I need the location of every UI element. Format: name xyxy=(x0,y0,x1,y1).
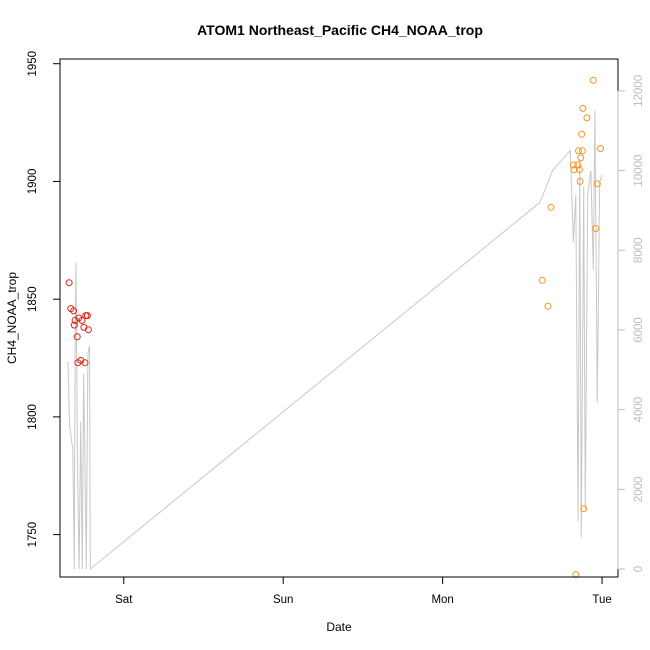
y2-tick-label: 6000 xyxy=(633,317,645,343)
x-tick-label: Sun xyxy=(273,594,293,606)
series-2-point xyxy=(580,505,588,513)
series-2-point xyxy=(597,145,604,152)
series-2-point xyxy=(577,154,585,162)
x-tick-label: Tue xyxy=(592,594,611,606)
series-2-point xyxy=(583,114,591,122)
y-tick-label: 1750 xyxy=(27,522,39,548)
series-2-point xyxy=(570,166,578,174)
altitude-line xyxy=(67,110,603,571)
y2-tick-label: 0 xyxy=(633,566,645,572)
x-axis-label: Date xyxy=(326,620,352,634)
series-1-point xyxy=(81,359,89,367)
series-1-point xyxy=(70,321,78,329)
series-2-point xyxy=(572,571,580,579)
series-1-point xyxy=(73,333,81,341)
y2-tick-label: 2000 xyxy=(633,477,645,503)
series-2-point xyxy=(547,203,555,211)
series-2-point xyxy=(578,147,586,155)
y-tick-label: 1950 xyxy=(27,51,39,77)
y2-tick-label: 8000 xyxy=(633,237,645,263)
y-axis-left: 1750 1800 1850 1900 1950 xyxy=(27,51,61,548)
x-tick-label: Sat xyxy=(115,594,133,606)
series-2-point xyxy=(575,166,583,174)
series-2-point xyxy=(579,104,587,112)
y2-tick-label: 12000 xyxy=(633,75,645,107)
y-tick-label: 1850 xyxy=(27,286,39,312)
series-2-point xyxy=(544,302,552,310)
plot-frame xyxy=(59,58,619,578)
series-2-point xyxy=(576,177,584,185)
y-tick-label: 1800 xyxy=(27,404,39,430)
series-1-point xyxy=(71,316,79,324)
x-axis: Sat Sun Mon Tue xyxy=(115,576,612,606)
series-2-point xyxy=(593,180,601,188)
series-1-point xyxy=(84,326,92,334)
series-2-point xyxy=(569,161,577,169)
series-2-point xyxy=(592,225,600,232)
altitude-line-path xyxy=(67,110,603,571)
y2-tick-label: 4000 xyxy=(633,397,645,423)
series-2-point xyxy=(575,147,583,155)
series-1-point xyxy=(65,279,73,287)
series-1-point xyxy=(70,307,78,315)
y-axis-right: 0 2000 4000 6000 8000 10000 12000 xyxy=(617,75,645,572)
chart-title: ATOM1 Northeast_Pacific CH4_NOAA_trop xyxy=(197,22,483,38)
series-2-point xyxy=(538,276,546,284)
y-axis-label: CH4_NOAA_trop xyxy=(5,272,19,364)
data-points xyxy=(65,76,604,579)
series-1-point xyxy=(78,316,86,324)
series-2-point xyxy=(574,161,582,169)
series-2-point xyxy=(589,76,597,84)
y2-tick-label: 10000 xyxy=(633,155,645,187)
series-2-point xyxy=(578,130,586,138)
y-tick-label: 1900 xyxy=(27,169,39,195)
x-tick-label: Mon xyxy=(431,594,453,606)
series-1-point xyxy=(83,312,91,320)
